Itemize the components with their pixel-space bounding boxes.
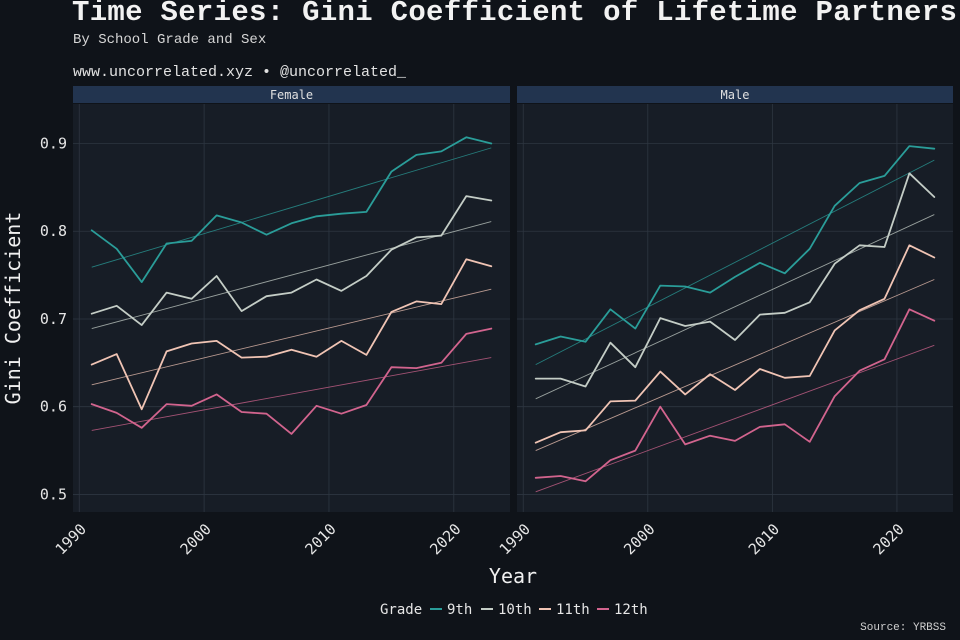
trend-line-female-9th <box>91 147 492 268</box>
facet-strip-male <box>517 86 953 103</box>
y-tick-label: 0.7 <box>40 310 67 328</box>
source-note: Source: YRBSS <box>860 622 946 634</box>
trend-line-male-9th <box>535 159 935 365</box>
legend-label-10th: 10th <box>498 602 532 618</box>
x-tick-label: 2010 <box>745 520 783 558</box>
y-tick-label: 0.5 <box>40 485 67 503</box>
website-credit: www.uncorrelated.xyz • @uncorrelated_ <box>73 64 407 81</box>
x-tick-label: 2000 <box>620 520 658 558</box>
y-tick-label: 0.8 <box>40 222 67 240</box>
series-line-male-12th <box>534 308 936 483</box>
y-tick-label: 0.9 <box>40 134 67 152</box>
series-line-female-9th <box>90 136 493 284</box>
series-line-female-10th <box>90 195 493 327</box>
legend-label-11th: 11th <box>556 602 590 618</box>
panel-background-male <box>517 104 953 512</box>
chart-title: Time Series: Gini Coefficient of Lifetim… <box>72 0 958 29</box>
panel-background-female <box>73 104 510 512</box>
chart-subtitle: By School Grade and Sex <box>73 32 267 48</box>
legend-title: Grade <box>380 602 422 618</box>
series-line-female-11th <box>90 258 493 411</box>
trend-line-male-11th <box>535 279 935 451</box>
facet-strip-female <box>73 86 510 103</box>
x-tick-label: 1990 <box>52 520 90 558</box>
facet-label-male: Male <box>721 88 750 102</box>
series-line-female-12th <box>90 327 493 435</box>
x-tick-label: 2020 <box>869 520 907 558</box>
facet-label-female: Female <box>270 88 313 102</box>
x-tick-label: 1990 <box>496 520 534 558</box>
trend-line-female-10th <box>91 221 492 330</box>
x-tick-label: 2020 <box>426 520 464 558</box>
y-axis-title: Gini Coefficient <box>1 212 25 405</box>
series-line-male-11th <box>534 244 936 444</box>
trend-line-female-12th <box>91 357 492 431</box>
series-line-male-9th <box>534 145 936 346</box>
x-tick-label: 2000 <box>177 520 215 558</box>
x-axis-title: Year <box>489 564 537 588</box>
legend-label-12th: 12th <box>614 602 648 618</box>
y-tick-label: 0.6 <box>40 398 67 416</box>
x-tick-label: 2010 <box>301 520 339 558</box>
series-line-male-10th <box>534 172 936 388</box>
legend-label-9th: 9th <box>447 602 472 618</box>
